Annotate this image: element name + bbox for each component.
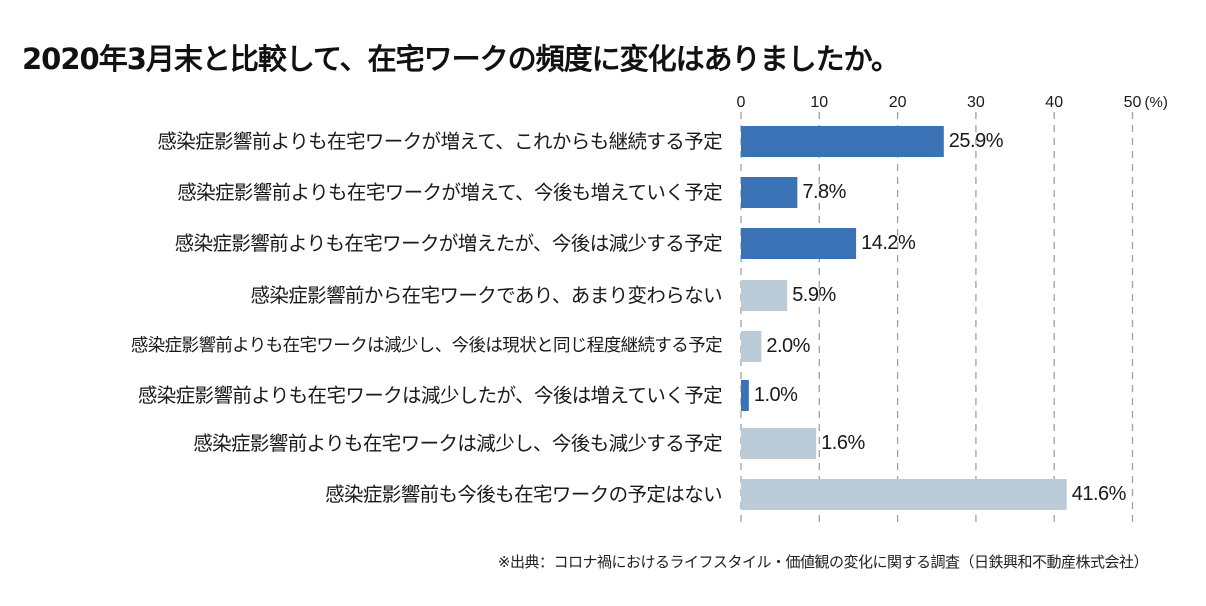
value-label: 5.9% [792,284,836,306]
bar [741,126,944,157]
bar [741,228,857,259]
gridlines [740,112,1134,526]
x-tick-label: 50 [1123,94,1142,111]
bar [741,177,798,208]
bar [741,479,1067,510]
category-label: 感染症影響前よりも在宅ワークは減少し、今後は現状と同じ程度継続する予定 [130,336,723,356]
category-label: 感染症影響前よりも在宅ワークは減少し、今後も減少する予定 [193,432,722,455]
value-label: 41.6% [1071,483,1127,505]
category-label: 感染症影響前よりも在宅ワークは減少したが、今後は増えていく予定 [137,384,723,407]
bars [741,126,1067,510]
value-label: 2.0% [766,335,810,357]
category-label: 感染症影響前よりも在宅ワークが増えて、今後も増えていく予定 [177,181,722,204]
bar [741,380,749,411]
value-label: 1.6% [821,432,865,454]
bar [741,428,817,459]
value-label: 25.9% [948,130,1004,152]
x-tick-label: 20 [888,94,907,111]
value-label: 1.0% [753,384,798,406]
x-tick-label: 10 [810,94,829,111]
bar [741,280,788,311]
x-tick-label: 40 [1045,94,1064,111]
chart-title: 2020年3月末と比較して、在宅ワークの頻度に変化はありましたか。 [22,42,900,76]
axis-unit-label: (%) [1144,94,1168,111]
category-label: 感染症影響前よりも在宅ワークが増えたが、今後は減少する予定 [174,232,723,255]
x-tick-label: 0 [736,94,746,111]
category-label: 感染症影響前から在宅ワークであり、あまり変わらない [250,284,722,307]
source-note: ※出典：コロナ禍におけるライフスタイル・価値観の変化に関する調査（日鉄興和不動産… [497,553,1149,571]
bar [741,331,762,362]
category-label: 感染症影響前も今後も在宅ワークの予定はない [325,483,723,506]
value-label: 7.8% [802,181,846,203]
value-label: 14.2% [861,232,916,254]
category-label: 感染症影響前よりも在宅ワークが増えて、これからも継続する予定 [157,130,722,153]
x-tick-label: 30 [966,94,985,111]
